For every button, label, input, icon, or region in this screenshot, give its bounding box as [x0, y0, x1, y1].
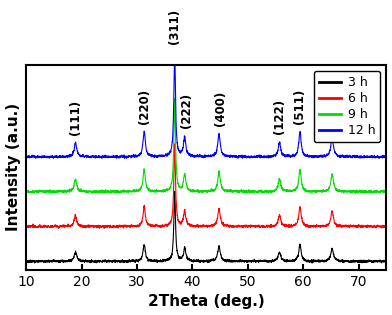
6 h	[24, 225, 29, 228]
12 h	[24, 154, 29, 158]
12 h	[373, 155, 378, 159]
12 h	[355, 155, 360, 158]
Text: (220): (220)	[138, 89, 151, 124]
9 h	[195, 190, 200, 193]
6 h	[178, 221, 183, 225]
Line: 12 h: 12 h	[26, 52, 387, 158]
Legend: 3 h, 6 h, 9 h, 12 h: 3 h, 6 h, 9 h, 12 h	[314, 71, 380, 142]
6 h	[286, 224, 290, 228]
Text: (511): (511)	[294, 89, 307, 124]
6 h	[56, 226, 61, 230]
Text: (311): (311)	[168, 9, 181, 44]
9 h	[178, 186, 183, 190]
3 h	[355, 260, 360, 263]
9 h	[24, 190, 29, 194]
Text: (400): (400)	[214, 91, 227, 126]
Text: (111): (111)	[69, 100, 82, 135]
Text: (440): (440)	[327, 94, 340, 129]
9 h	[286, 189, 290, 193]
6 h	[373, 225, 378, 228]
12 h	[175, 144, 180, 148]
12 h	[286, 154, 290, 158]
9 h	[355, 190, 360, 193]
3 h	[175, 252, 180, 255]
9 h	[373, 189, 378, 192]
6 h	[195, 224, 200, 227]
Line: 3 h: 3 h	[26, 192, 387, 263]
3 h	[178, 256, 183, 260]
9 h	[384, 190, 389, 193]
Y-axis label: Intensity (a.u.): Intensity (a.u.)	[5, 103, 20, 232]
9 h	[172, 97, 177, 100]
3 h	[24, 259, 29, 262]
Text: (122): (122)	[273, 99, 286, 135]
12 h	[172, 50, 177, 54]
Line: 6 h: 6 h	[26, 144, 387, 228]
6 h	[355, 225, 360, 229]
6 h	[384, 225, 389, 229]
12 h	[195, 153, 200, 157]
Text: (222): (222)	[180, 93, 193, 129]
3 h	[384, 259, 389, 263]
9 h	[175, 179, 180, 182]
6 h	[172, 142, 177, 146]
Line: 9 h: 9 h	[26, 99, 387, 193]
12 h	[384, 156, 389, 159]
X-axis label: 2Theta (deg.): 2Theta (deg.)	[148, 295, 265, 309]
3 h	[286, 258, 290, 262]
6 h	[175, 216, 180, 220]
3 h	[373, 259, 378, 263]
3 h	[195, 259, 200, 263]
3 h	[310, 261, 315, 265]
12 h	[178, 150, 183, 154]
3 h	[172, 190, 177, 193]
12 h	[122, 157, 127, 160]
9 h	[353, 191, 358, 195]
